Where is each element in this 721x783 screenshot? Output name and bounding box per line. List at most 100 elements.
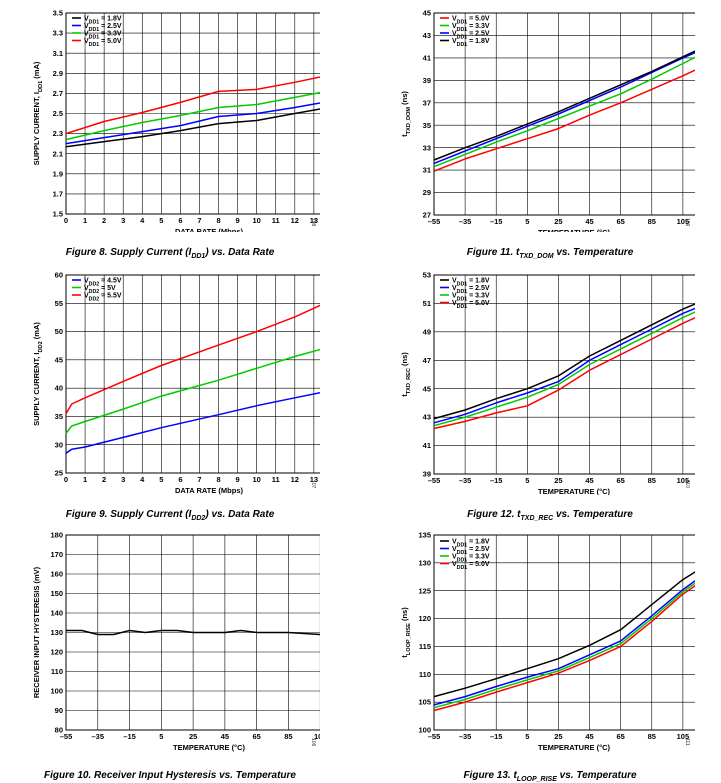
text-tail: = 1.8V [467,278,490,285]
text-main: V [452,539,457,546]
text-main: V [452,16,457,23]
y-tick-label: 43 [423,413,431,422]
legend-entry: VDD1 = 5.0V [452,300,490,310]
legend-entry: VDD1 = 1.8V [452,38,490,48]
x-tick-label: 5 [525,732,529,741]
text-tail: = 2.5V [467,31,490,38]
y-tick-label: 1.9 [53,169,63,178]
text-main: V [452,561,457,568]
chart-fig9: 01234567891011121314152530354045505560DA… [20,267,356,495]
y-tick-label: 80 [55,726,63,735]
x-tick-label: 5 [159,475,163,484]
x-tick-label: 9 [236,216,240,225]
series-line-1 [65,96,353,145]
text-sub: DD1 [457,543,468,549]
legend-entry: VDD1 = 1.8V [84,16,122,26]
x-tick-label: 65 [616,732,624,741]
text-main: V [84,278,89,285]
series-line-2 [433,302,715,427]
y-tick-label: 170 [50,550,63,559]
x-tick-label: 25 [554,732,562,741]
series-line-3 [65,69,353,135]
text-sub: DD1 [457,289,468,295]
y-tick-label: 100 [50,687,63,696]
legend-entry: VDD2 = 5V [84,285,116,295]
chart-fig11: –55–35–155254565851051252729313335373941… [395,4,720,237]
caption-sub: DD2 [191,515,206,522]
legend-entry: VDD1 = 2.5V [452,546,490,556]
y-tick-label: 30 [55,440,63,449]
text-sub: DD1 [457,20,468,26]
text-main: t [400,394,409,397]
series-line-0 [65,102,353,148]
text-tail: = 2.5V [99,23,122,30]
legend-entry: VDD1 = 1.8V [452,539,490,549]
caption-sub: DD1 [191,253,206,260]
x-tick-label: 85 [284,732,292,741]
text-sub: DD2 [89,289,100,295]
x-tick-label: 9 [236,475,240,484]
x-tick-label: 105 [677,217,690,226]
x-tick-label: –35 [459,217,472,226]
legend-entry: VDD1 = 2.5V [84,23,122,33]
text-main: V [452,31,457,38]
text-tail: (ns) [400,607,409,623]
text-main: V [452,278,457,285]
text-tail: = 5.0V [467,561,490,568]
text-tail: = 3.3V [467,23,490,30]
text-tail: = 5.5V [99,293,122,300]
text-sub: DD2 [89,297,100,303]
series-line-3 [433,41,715,161]
x-axis-label: DATA RATE (Mbps) [175,486,244,495]
caption-main: Figure 9. Supply Current (I [65,509,192,520]
x-tick-label: 45 [221,732,229,741]
text-tail: = 4.5V [99,278,122,285]
caption-main: Figure 12. t [467,509,521,520]
y-tick-label: 120 [418,614,431,623]
x-tick-label: 105 [677,476,690,485]
text-sub: TXD_DOM [406,107,412,135]
y-tick-label: 35 [423,121,431,130]
x-tick-label: 2 [102,475,106,484]
text-sub: LOOP_RISE [406,623,412,655]
text-tail: = 3.3V [467,293,490,300]
text-sub: DD2 [89,282,100,288]
y-tick-label: 3.1 [53,49,63,58]
y-tick-label: 39 [423,470,431,479]
series-line-3 [433,572,715,712]
x-tick-label: 25 [554,217,562,226]
text-main: V [452,23,457,30]
figure-id: 110 [684,480,690,488]
y-tick-label: 2.7 [53,89,63,98]
text-main: RECEIVER INPUT HYSTERESIS (mV) [32,566,41,698]
x-tick-label: 105 [677,732,690,741]
y-tick-label: 130 [50,628,63,637]
y-tick-label: 2.9 [53,69,63,78]
legend-entry: VDD1 = 5.0V [452,16,490,26]
y-tick-label: 3.3 [53,29,63,38]
y-tick-label: 29 [423,188,431,197]
caption-main: Figure 11. t [466,247,520,258]
text-tail: = 3.3V [99,31,122,38]
x-tick-label: 0 [64,475,68,484]
x-tick-label: 13 [310,216,318,225]
y-tick-label: 41 [423,53,431,62]
text-tail: = 5V [99,285,116,292]
y-tick-label: 130 [418,558,431,567]
caption-main: Figure 8. Supply Current (I [65,247,192,258]
x-tick-label: 6 [178,216,182,225]
legend-entry: VDD1 = 2.5V [452,31,490,41]
figure-caption: Figure 8. Supply Current (IDD1) vs. Data… [66,247,275,260]
caption-main: Figure 10. Receiver Input Hysteresis vs.… [44,770,296,781]
series-line-0 [433,559,715,698]
figure-caption: Figure 13. tLOOP_RISE vs. Temperature [463,770,636,783]
y-tick-label: 115 [419,642,431,651]
series-line-2 [433,43,715,165]
x-tick-label: 3 [121,216,125,225]
x-tick-label: 65 [252,732,260,741]
chart-fig8: 01234567891011121314151.51.71.92.12.32.5… [20,4,356,236]
chart-svg: 01234567891011121314152530354045505560DA… [32,271,356,495]
x-tick-label: –55 [428,217,441,226]
